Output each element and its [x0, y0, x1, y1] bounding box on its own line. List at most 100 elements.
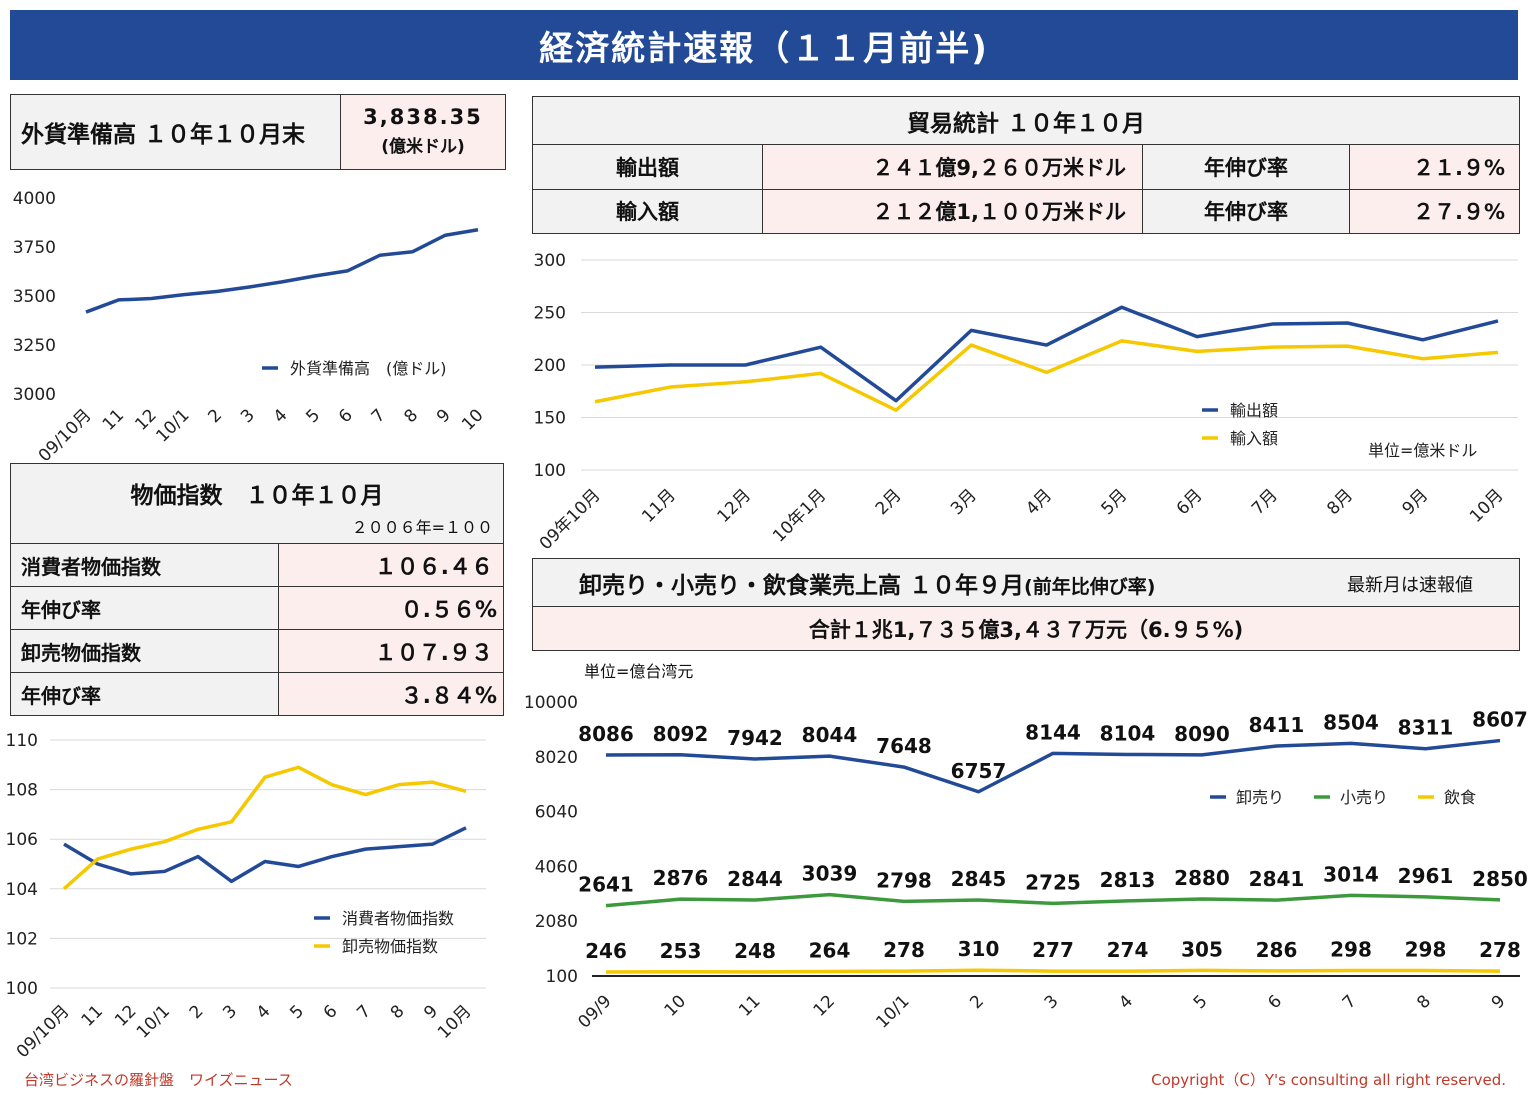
- data-label: 248: [734, 939, 776, 963]
- x-tick-label: 5月: [1097, 485, 1131, 519]
- legend-label: 飲食: [1444, 788, 1476, 807]
- x-tick-label: 2: [966, 991, 988, 1013]
- data-label: 278: [1479, 938, 1521, 962]
- price-wpi-rate: ３.８４%: [278, 672, 504, 716]
- x-tick-label: 7: [353, 1001, 375, 1023]
- x-tick-label: 10/1: [133, 1001, 174, 1042]
- data-label: 2841: [1249, 867, 1305, 891]
- x-tick-label: 9: [420, 1001, 442, 1023]
- y-tick-label: 100: [534, 461, 566, 481]
- x-tick-label: 7月: [1248, 485, 1282, 519]
- data-label: 2641: [578, 873, 634, 897]
- legend-label: 外貨準備高 (億ドル): [290, 359, 447, 378]
- x-tick-label: 4月: [1022, 485, 1056, 519]
- data-label: 2798: [876, 868, 932, 892]
- trade-import-label: 輸入額: [532, 188, 763, 235]
- sales-title: 卸売り・小売り・飲食業売上高 １０年９月: [579, 572, 1025, 599]
- y-tick-label: 110: [6, 731, 38, 751]
- trade-export-label: 輸出額: [532, 144, 763, 190]
- x-tick-label: 09/10月: [13, 1001, 74, 1062]
- data-label: 7942: [727, 726, 783, 750]
- trade-export-rate-label: 年伸び率: [1142, 144, 1350, 190]
- x-tick-label: 3: [237, 405, 259, 427]
- trade-export-value: ２４１億9,２６０万米ドル: [762, 144, 1143, 190]
- y-tick-label: 4000: [13, 189, 56, 209]
- footer-left: 台湾ビジネスの羅針盤 ワイズニュース: [24, 1071, 293, 1089]
- x-tick-label: 5: [286, 1001, 308, 1023]
- data-label: 277: [1032, 938, 1074, 962]
- data-label: 2850: [1472, 867, 1528, 891]
- y-tick-label: 10000: [524, 693, 578, 713]
- data-label: 8090: [1174, 722, 1230, 746]
- y-tick-label: 102: [6, 929, 38, 949]
- y-tick-label: 106: [6, 830, 38, 850]
- legend-label: 卸売り: [1236, 788, 1284, 807]
- x-tick-label: 10/1: [152, 405, 193, 446]
- trade-title: 貿易統計 １０年１０月: [532, 95, 1520, 146]
- data-label: 298: [1330, 938, 1372, 962]
- y-tick-label: 104: [6, 880, 38, 900]
- data-label: 2961: [1398, 864, 1454, 888]
- x-tick-label: 9: [433, 405, 455, 427]
- y-tick-label: 300: [534, 251, 566, 271]
- series-line-1: [605, 738, 1501, 794]
- trade-import-rate-label: 年伸び率: [1142, 188, 1350, 235]
- data-label: 8086: [578, 722, 634, 746]
- x-tick-label: 9: [1488, 991, 1510, 1013]
- data-label: 6757: [951, 759, 1007, 783]
- y-tick-label: 200: [534, 356, 566, 376]
- price-cpi-label: 消費者物価指数: [10, 543, 279, 587]
- price-summary: 物価指数 １０年１０月 ２００６年=１００ 消費者物価指数 １０６.４６ 年伸び…: [10, 463, 504, 716]
- y-tick-label: 2080: [535, 912, 578, 932]
- x-tick-label: 2: [186, 1001, 208, 1023]
- x-tick-label: 11月: [638, 485, 679, 526]
- y-tick-label: 4060: [535, 857, 578, 877]
- price-base: ２００６年=１００: [351, 517, 493, 537]
- series-line-2: [605, 892, 1501, 908]
- legend-label: 輸出額: [1230, 401, 1278, 420]
- page-title: 経済統計速報（１１月前半): [10, 10, 1518, 80]
- x-tick-label: 6月: [1173, 485, 1207, 519]
- legend-label: 卸売物価指数: [342, 937, 438, 956]
- x-tick-label: 7: [1339, 991, 1361, 1013]
- price-wpi-label: 卸売物価指数: [10, 629, 279, 673]
- data-label: 2725: [1025, 870, 1081, 894]
- data-label: 8044: [802, 723, 858, 747]
- x-tick-label: 2月: [872, 485, 906, 519]
- y-tick-label: 3250: [13, 336, 56, 356]
- forex-summary: 外貨準備高 １０年１０月末 3,838.35 (億米ドル): [10, 94, 506, 170]
- x-tick-label: 8: [400, 405, 422, 427]
- series-line-3: [605, 968, 1501, 974]
- series-line-2: [62, 765, 467, 891]
- x-tick-label: 09/10月: [35, 405, 96, 460]
- data-label: 253: [660, 939, 702, 963]
- y-tick-label: 3750: [13, 238, 56, 258]
- price-cpi-rate: ０.５６%: [278, 586, 504, 630]
- data-label: 310: [958, 937, 1000, 961]
- trade-summary: 貿易統計 １０年１０月 輸出額 ２４１億9,２６０万米ドル 年伸び率 ２１.９%…: [532, 95, 1520, 235]
- price-wpi-value: １０７.９３: [278, 629, 504, 673]
- series-line-2: [594, 339, 1499, 412]
- data-label: 305: [1181, 937, 1223, 961]
- data-label: 3014: [1323, 862, 1379, 886]
- data-label: 286: [1256, 938, 1298, 962]
- x-tick-label: 2: [204, 405, 226, 427]
- y-tick-label: 108: [6, 781, 38, 801]
- data-label: 8144: [1025, 720, 1081, 744]
- chart-unit-note: 単位=億米ドル: [1368, 441, 1477, 460]
- y-tick-label: 6040: [535, 803, 578, 823]
- y-tick-label: 8020: [535, 748, 578, 768]
- x-tick-label: 10月: [1466, 485, 1507, 526]
- trade-import-value: ２１２億1,１００万米ドル: [762, 188, 1143, 235]
- x-tick-label: 5: [1190, 991, 1212, 1013]
- sales-unit: 単位=億台湾元: [584, 662, 694, 681]
- trade-export-rate: ２１.９%: [1349, 144, 1520, 190]
- forex-value: 3,838.35: [363, 105, 483, 129]
- x-tick-label: 10月: [434, 1001, 475, 1042]
- forex-unit: (億米ドル): [381, 137, 465, 157]
- x-tick-label: 5: [302, 405, 324, 427]
- x-tick-label: 09/9: [574, 991, 615, 1032]
- x-tick-label: 8: [1413, 991, 1435, 1013]
- y-tick-label: 3500: [13, 287, 56, 307]
- data-label: 8504: [1323, 710, 1379, 734]
